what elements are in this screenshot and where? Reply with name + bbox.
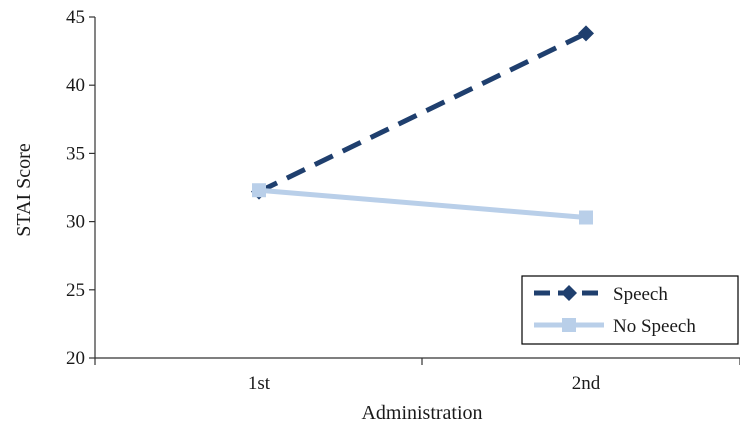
data-point	[578, 25, 594, 42]
y-axis: 20 25 30 35 40 45	[66, 7, 96, 369]
legend-swatch-marker	[561, 285, 577, 301]
legend-box	[521, 275, 739, 345]
x-tick-label: 1st	[248, 373, 271, 394]
y-tick-label: 20	[66, 348, 85, 369]
x-ticks: 1st 2nd	[94, 358, 740, 394]
legend-swatch-marker	[562, 318, 576, 332]
y-axis-title: STAI Score	[13, 143, 35, 237]
series-speech	[251, 25, 594, 200]
legend-entry: No Speech	[534, 316, 696, 337]
plot-series	[251, 25, 594, 225]
x-tick-label: 2nd	[572, 373, 601, 394]
y-tick-label: 40	[66, 75, 85, 96]
y-tick-label: 25	[66, 280, 85, 301]
legend-entry: Speech	[534, 284, 668, 305]
series-no-speech	[252, 183, 593, 225]
legend: Speech No Speech	[521, 275, 739, 345]
y-tick-label: 45	[66, 7, 85, 28]
series-line	[258, 187, 587, 220]
legend-label: Speech	[613, 284, 668, 305]
x-axis: 1st 2nd	[94, 357, 740, 394]
legend-label: No Speech	[613, 316, 696, 337]
data-point	[252, 183, 266, 198]
data-point	[579, 210, 593, 225]
series-line	[257, 31, 588, 194]
y-tick-label: 35	[66, 143, 85, 164]
y-ticks: 20 25 30 35 40 45	[66, 7, 95, 369]
x-axis-title: Administration	[361, 402, 482, 424]
y-tick-label: 30	[66, 212, 85, 233]
